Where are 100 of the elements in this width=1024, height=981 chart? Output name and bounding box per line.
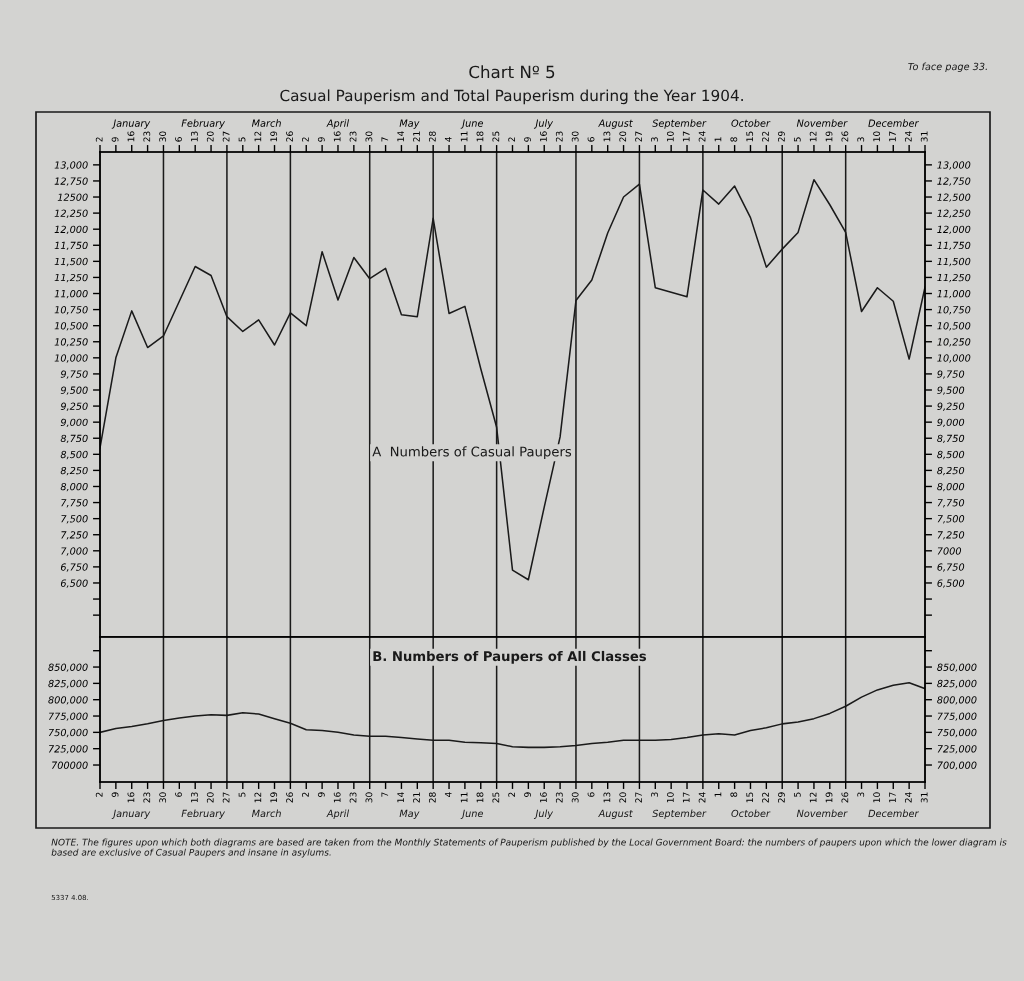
x-tick-label: 4 [444,792,452,798]
x-tick-label: 23 [143,792,151,803]
x-tick-label: 16 [333,131,341,142]
text: NOTE. The figures upon which both diagrams are based are taken from the Monthly Statements of Pauperism published by the Local Government Board: the numbers of paupers upon which the lower diagram is based are exclusive of Casual Paupers and insane in asylums. [51,838,1007,858]
x-tick-label: 5 [793,792,801,797]
x-tick-label: 20 [619,131,627,142]
y2-tick-label: 775,000 [937,712,977,721]
x-tick-label: 10 [666,131,674,142]
y-tick-label: 8,750 [60,434,88,444]
text: January [111,809,151,819]
x-tick-label: 30 [159,792,167,803]
x-tick-label: 5 [793,137,801,142]
y-tick-label: 750,000 [48,728,88,738]
text: July [533,809,554,819]
x-tick-label: 19 [270,792,278,803]
y2-tick-label: 725,000 [937,745,977,754]
x-tick-label: 23 [143,131,151,142]
y-tick-label: 6,750 [60,563,88,572]
x-tick-label: 29 [778,131,785,142]
x-tick-label: 27 [635,792,642,803]
x-tick-label: 25 [492,131,500,142]
y2-tick-label: 8,250 [937,466,965,476]
x-tick-label: 23 [349,131,357,142]
x-tick-label: 17 [889,792,896,803]
y2-tick-label: 7,250 [937,531,965,540]
x-tick-label: 20 [619,792,627,803]
y-tick-label: 10,000 [54,354,88,363]
y2-tick-label: 9,750 [937,370,965,379]
text: August [598,119,633,129]
x-tick-label: 28 [428,792,436,803]
text: July [533,119,554,129]
y-tick-label: 775,000 [48,712,88,721]
x-tick-label: 18 [476,792,484,803]
y-tick-label: 13,000 [54,161,88,170]
text: October [731,809,771,818]
x-tick-label: 26 [286,131,293,142]
x-tick-label: 2 [95,137,103,142]
x-tick-label: 5 [238,137,246,142]
y2-tick-label: 10,750 [937,306,971,315]
x-tick-label: 10 [666,792,674,803]
y2-tick-label: 750,000 [937,728,977,738]
x-tick-label: 9 [111,792,119,797]
y2-tick-label: 825,000 [937,679,977,689]
x-tick-label: 2 [508,137,515,142]
x-tick-label: 19 [825,131,833,142]
y-tick-label: 9,000 [60,418,88,427]
y-tick-label: 12500 [57,193,88,201]
text: February [181,119,226,129]
y2-tick-label: 11,000 [937,289,971,299]
x-tick-label: 25 [492,792,500,803]
y-tick-label: 11,500 [54,257,88,267]
x-tick-label: 16 [127,792,135,803]
x-tick-label: 13 [603,792,611,803]
text: December [868,809,919,818]
y2-tick-label: 7,500 [937,515,965,524]
x-tick-label: 6 [175,792,182,797]
x-tick-label: 14 [397,131,404,142]
y2-tick-label: 11,750 [937,241,971,251]
x-tick-label: 2 [302,792,309,797]
x-tick-label: 8 [730,792,738,797]
x-tick-label: 12 [254,792,262,803]
y-tick-label: 7,500 [61,515,88,524]
x-tick-label: 19 [270,131,278,142]
y-tick-label: 12,000 [54,225,88,235]
x-tick-label: 21 [413,131,420,142]
text: January [111,119,151,129]
x-tick-label: 20 [206,792,214,803]
x-tick-label: 14 [397,792,404,803]
text: November [796,809,848,818]
y2-tick-label: 12,000 [937,225,971,235]
x-tick-label: 31 [920,131,928,142]
text: April [326,119,350,129]
y2-tick-label: 10,250 [937,338,971,347]
x-tick-label: 30 [365,792,373,803]
x-tick-label: 11 [460,131,468,142]
x-tick-label: 9 [524,792,531,797]
x-tick-label: 12 [809,792,817,803]
x-tick-label: 28 [428,131,436,142]
x-tick-label: 3 [857,137,865,142]
x-tick-label: 23 [349,792,357,803]
x-tick-label: 6 [587,792,595,797]
y-tick-label: 11,000 [54,289,88,299]
x-tick-label: 3 [651,137,658,142]
text: November [796,119,848,127]
y2-tick-label: 7000 [937,547,962,555]
x-tick-label: 13 [190,792,198,803]
text: March [251,119,281,127]
x-tick-label: 26 [841,131,849,142]
x-tick-label: 12 [254,131,262,142]
y2-tick-label: 9,250 [937,402,965,411]
x-tick-label: 26 [286,792,293,803]
x-tick-label: 30 [571,792,579,803]
text: To face page 33. [908,62,987,73]
y-tick-label: 10,250 [54,338,88,347]
x-tick-label: 5 [238,792,246,797]
x-tick-label: 9 [524,137,531,142]
y-tick-label: 12,250 [54,209,88,218]
y-tick-label: 700000 [51,761,88,769]
y2-tick-label: 9,000 [937,418,965,427]
y2-tick-label: 13,000 [937,161,971,170]
